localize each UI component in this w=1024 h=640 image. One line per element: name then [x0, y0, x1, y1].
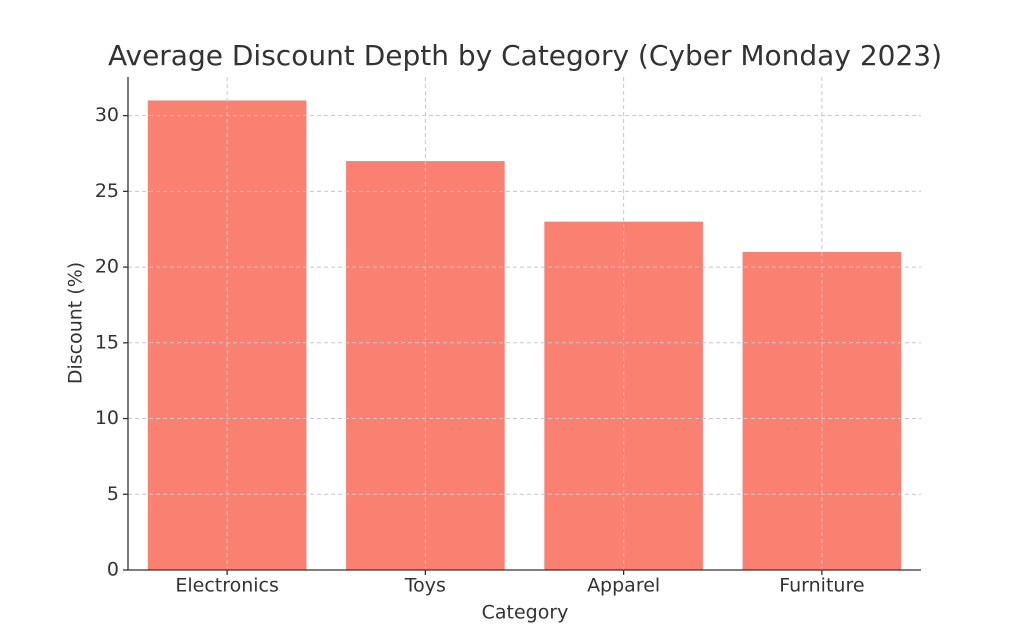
bar — [742, 251, 902, 570]
x-tick-label: Electronics — [175, 575, 279, 597]
x-tick-label: Furniture — [779, 575, 864, 597]
y-tick-label: 30 — [95, 104, 119, 126]
y-tick-label: 20 — [95, 256, 119, 278]
x-tick-label: Toys — [404, 575, 446, 597]
chart-title: Average Discount Depth by Category (Cybe… — [108, 39, 942, 72]
y-axis-label: Discount (%) — [65, 262, 87, 384]
y-tick-label: 15 — [95, 331, 119, 353]
x-tick-label: Apparel — [587, 575, 660, 597]
y-tick-label: 10 — [95, 407, 119, 429]
y-tick-label: 0 — [107, 559, 119, 581]
x-axis-label: Category — [482, 602, 569, 624]
y-tick-label: 25 — [95, 180, 119, 202]
y-tick-label: 5 — [107, 483, 119, 505]
